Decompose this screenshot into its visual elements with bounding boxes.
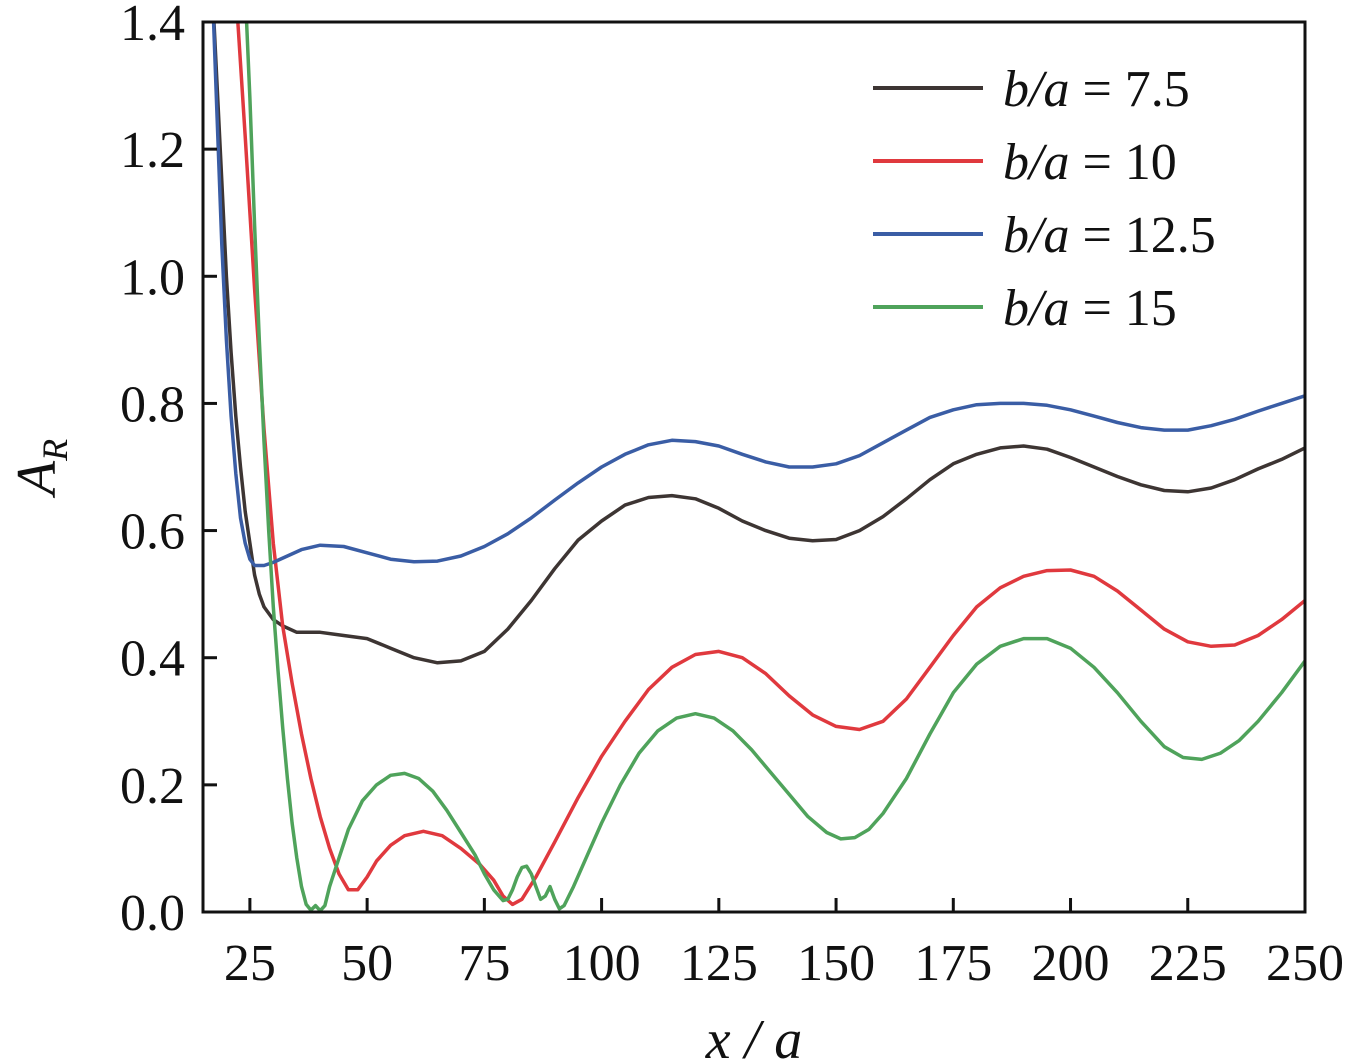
x-tick-label: 125 bbox=[680, 935, 758, 992]
ticks-layer: 25 50 75 100 125 150 175 200 225 250 0.0 0.2 0.4 0.6 0… bbox=[120, 0, 1344, 992]
y-axis-title: AR bbox=[6, 439, 75, 499]
x-tick-label: 150 bbox=[797, 935, 875, 992]
series-line-2 bbox=[236, 22, 1305, 907]
plot-frame bbox=[201, 20, 1307, 914]
legend-label-value: = 7.5 bbox=[1069, 61, 1189, 118]
x-tick-label: 225 bbox=[1149, 935, 1227, 992]
legend-label-value: = 15 bbox=[1069, 280, 1176, 337]
x-tick-label: 25 bbox=[224, 935, 276, 992]
legend-label-italic: b/a bbox=[1003, 61, 1069, 118]
legend-label-italic: b/a bbox=[1003, 134, 1069, 191]
y-tick-label: 0.4 bbox=[120, 631, 185, 688]
y-tick-label: 1.2 bbox=[120, 122, 185, 179]
x-tick-label: 200 bbox=[1032, 935, 1110, 992]
series-line-4 bbox=[244, 22, 1305, 912]
legend-label-3: b/a = 12.5 bbox=[1003, 207, 1216, 264]
x-tick-label: 75 bbox=[458, 935, 510, 992]
legend-label-value: = 12.5 bbox=[1069, 207, 1215, 264]
y-tick-label: 0.8 bbox=[120, 376, 185, 433]
legend-label-1: b/a = 7.5 bbox=[1003, 61, 1190, 118]
y-tick-label: 1.4 bbox=[120, 0, 185, 52]
series-line-3 bbox=[211, 22, 1305, 568]
x-tick-label: 100 bbox=[563, 935, 641, 992]
y-axis-title-main: A bbox=[6, 460, 68, 499]
x-tick-label: 175 bbox=[914, 935, 992, 992]
legend: b/a = 7.5b/a = 10b/a = 12.5b/a = 15 bbox=[873, 61, 1216, 337]
x-tick-label: 50 bbox=[341, 935, 393, 992]
y-tick-label: 1.0 bbox=[120, 249, 185, 306]
x-tick-label: 250 bbox=[1266, 935, 1344, 992]
legend-label-value: = 10 bbox=[1069, 134, 1176, 191]
series-line-1 bbox=[212, 22, 1305, 665]
y-axis-title-subscript: R bbox=[35, 439, 75, 462]
svg-text:AR: AR bbox=[6, 439, 75, 499]
y-tick-label: 0.0 bbox=[120, 885, 185, 942]
x-axis-title: x / a bbox=[705, 1009, 802, 1063]
series-layer bbox=[211, 22, 1305, 912]
y-tick-label: 0.2 bbox=[120, 758, 185, 815]
legend-label-2: b/a = 10 bbox=[1003, 134, 1177, 191]
y-tick-label: 0.6 bbox=[120, 504, 185, 561]
legend-label-4: b/a = 15 bbox=[1003, 280, 1177, 337]
legend-label-italic: b/a bbox=[1003, 280, 1069, 337]
legend-label-italic: b/a bbox=[1003, 207, 1069, 264]
